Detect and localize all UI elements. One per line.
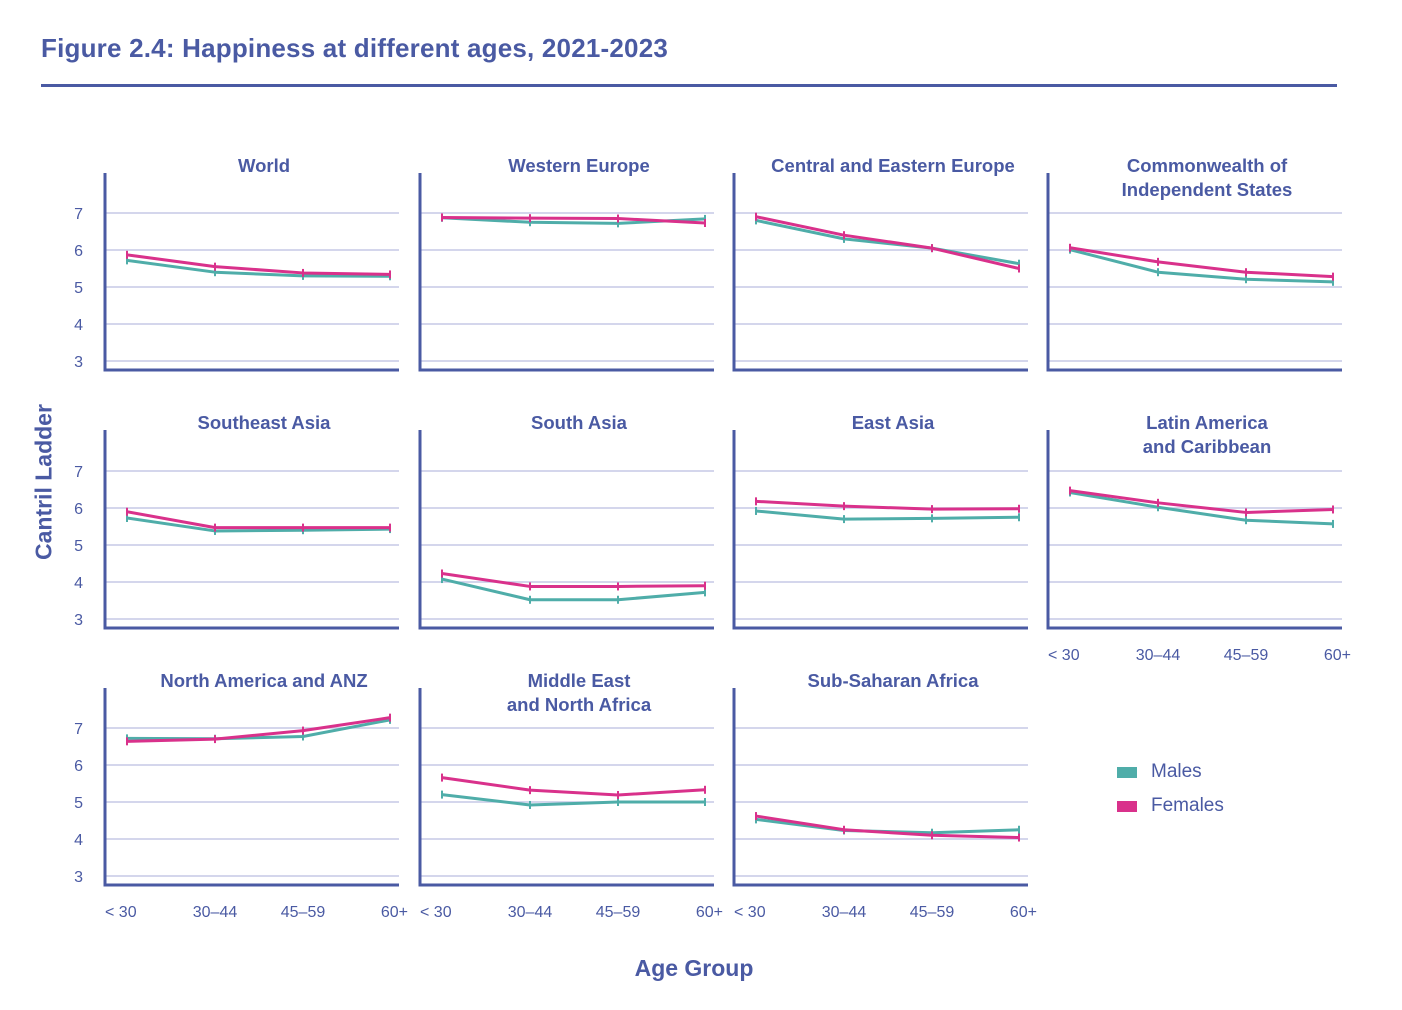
females-line-south-asia	[441, 572, 706, 588]
x-tick-label: 60+	[381, 904, 408, 921]
females-line-western-europe	[441, 215, 706, 225]
x-tick-label: 45–59	[910, 904, 955, 921]
y-tick-label: 6	[74, 758, 83, 775]
y-tick-label: 7	[74, 464, 83, 481]
females-line-central-and-eastern-europe	[755, 215, 1020, 270]
males-line-east-asia	[755, 509, 1020, 521]
panel-title-latin-america-and-caribbean: and Caribbean	[1143, 436, 1272, 457]
panel-title-east-asia: East Asia	[852, 412, 935, 433]
x-tick-label: 45–59	[1224, 647, 1269, 664]
figure-title: Figure 2.4: Happiness at different ages,…	[41, 33, 669, 63]
x-axis-label: Age Group	[634, 955, 754, 981]
legend-item-males: Males	[1117, 755, 1224, 789]
y-tick-label: 4	[74, 317, 83, 334]
panel-title-middle-east-and-north-africa: and North Africa	[507, 694, 652, 715]
y-tick-label: 5	[74, 538, 83, 555]
y-axis-label: Cantril Ladder	[30, 404, 57, 560]
title-divider	[41, 84, 1337, 87]
males-line-southeast-asia	[126, 516, 391, 533]
females-line-southeast-asia	[126, 510, 390, 530]
panel-title-commonwealth-of-independent-states: Independent States	[1122, 179, 1293, 200]
males-line-central-and-eastern-europe	[755, 218, 1020, 266]
males-line-latin-america-and-caribbean	[1069, 490, 1334, 526]
y-tick-label: 7	[74, 721, 83, 738]
x-tick-label: 30–44	[193, 904, 238, 921]
females-line-middle-east-and-north-africa	[441, 776, 706, 797]
males-line-middle-east-and-north-africa	[441, 793, 705, 807]
y-tick-label: 5	[74, 795, 83, 812]
legend-label-males: Males	[1151, 761, 1202, 782]
y-tick-label: 5	[74, 280, 83, 297]
x-tick-label: 60+	[696, 904, 723, 921]
males-line-commonwealth-of-independent-states	[1069, 248, 1334, 284]
panel-title-world: World	[238, 155, 290, 176]
x-tick-label: 60+	[1324, 647, 1351, 664]
y-tick-label: 6	[74, 243, 83, 260]
panel-title-middle-east-and-north-africa: Middle East	[528, 670, 631, 691]
y-tick-label: 7	[74, 206, 83, 223]
y-tick-label: 6	[74, 501, 83, 518]
x-tick-label: 30–44	[1136, 647, 1181, 664]
females-line-north-america-and-anz	[126, 716, 391, 743]
panel-title-south-asia: South Asia	[531, 412, 628, 433]
panel-title-sub-saharan-africa: Sub-Saharan Africa	[808, 670, 980, 691]
y-tick-label: 4	[74, 832, 83, 849]
panel-title-central-and-eastern-europe: Central and Eastern Europe	[771, 155, 1015, 176]
panel-title-western-europe: Western Europe	[508, 155, 650, 176]
females-line-east-asia	[755, 499, 1020, 511]
x-tick-label: < 30	[105, 904, 137, 921]
x-tick-label: 45–59	[281, 904, 326, 921]
y-tick-label: 3	[74, 354, 83, 371]
females-line-latin-america-and-caribbean	[1069, 489, 1334, 514]
panel-title-commonwealth-of-independent-states: Commonwealth of	[1127, 155, 1288, 176]
females-line-sub-saharan-africa	[755, 814, 1020, 840]
y-tick-label: 4	[74, 575, 83, 592]
males-line-north-america-and-anz	[126, 718, 391, 741]
x-tick-label: < 30	[420, 904, 452, 921]
legend-swatch-males	[1117, 766, 1137, 778]
legend: Males Females	[1117, 755, 1224, 823]
x-tick-label: 45–59	[596, 904, 641, 921]
males-line-world	[126, 258, 391, 278]
x-tick-label: < 30	[1048, 647, 1080, 664]
females-line-commonwealth-of-independent-states	[1069, 246, 1334, 279]
panel-title-southeast-asia: Southeast Asia	[198, 412, 332, 433]
x-tick-label: < 30	[734, 904, 766, 921]
males-line-south-asia	[441, 577, 706, 602]
x-tick-label: 30–44	[822, 904, 867, 921]
legend-item-females: Females	[1117, 789, 1224, 823]
y-tick-label: 3	[74, 869, 83, 886]
legend-swatch-females	[1117, 800, 1137, 812]
x-tick-label: 60+	[1010, 904, 1037, 921]
x-tick-label: 30–44	[508, 904, 553, 921]
legend-label-females: Females	[1151, 795, 1224, 816]
y-tick-label: 3	[74, 612, 83, 629]
panel-title-latin-america-and-caribbean: Latin America	[1146, 412, 1268, 433]
females-line-world	[126, 253, 391, 276]
panel-title-north-america-and-anz: North America and ANZ	[160, 670, 367, 691]
